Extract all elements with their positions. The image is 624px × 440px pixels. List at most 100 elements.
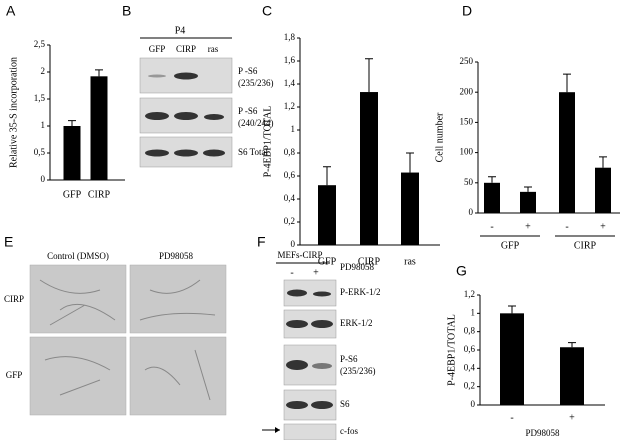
error-bar (599, 156, 607, 168)
micrograph (129, 264, 227, 334)
band (204, 114, 224, 120)
band (286, 401, 308, 409)
row-label: S6 Total (238, 147, 268, 157)
y-tick-label: 150 (460, 116, 474, 126)
x-tick-label: GFP (318, 256, 337, 267)
panel-letter: E (4, 234, 13, 250)
row-label: (235/236) (238, 78, 274, 88)
band (174, 72, 198, 80)
x-axis-label: PD98058 (525, 428, 560, 438)
treatment-label: PD98058 (340, 262, 375, 272)
panel-letter: F (257, 234, 266, 250)
x-tick-label: CIRP (358, 256, 381, 267)
blot (283, 423, 337, 440)
cell-outline (144, 349, 211, 401)
row-label: P-ERK-1/2 (340, 287, 381, 297)
row-label: ERK-1/2 (340, 318, 373, 328)
y-tick-label: 0,8 (464, 326, 476, 336)
band (174, 112, 198, 120)
band (287, 289, 307, 297)
y-tick-label: 0 (471, 399, 476, 409)
row-label: (235/236) (340, 366, 376, 376)
row-label: P -S6 (238, 66, 258, 76)
bar (360, 92, 378, 245)
error-bar (323, 166, 331, 186)
x-tick-label: + (569, 412, 575, 423)
x-tick-label: + (525, 221, 531, 232)
column-label: PD98058 (159, 251, 194, 261)
y-tick-label: 1 (41, 120, 46, 130)
band (174, 149, 198, 157)
panel-letter: G (456, 263, 467, 279)
y-tick-label: 200 (460, 86, 474, 96)
panel-letter: B (122, 3, 131, 19)
y-tick-label: 1,2 (284, 101, 295, 111)
error-bar (488, 176, 496, 183)
group-label: GFP (501, 240, 520, 251)
row-label: P-S6 (340, 354, 358, 364)
band (311, 320, 333, 328)
error-bar (508, 305, 516, 314)
band (286, 360, 308, 370)
y-tick-label: 1,6 (284, 55, 296, 65)
x-tick-label: - (510, 412, 513, 423)
blot-header: P4 (175, 25, 186, 36)
error-bar (563, 73, 571, 93)
y-tick-label: 250 (460, 56, 474, 66)
row-label: CIRP (4, 294, 24, 304)
band (148, 74, 166, 78)
y-tick-label: 0,6 (284, 170, 296, 180)
y-axis-label: Cell number (434, 112, 445, 162)
band (286, 320, 308, 328)
band (145, 112, 169, 120)
error-bar (406, 152, 414, 173)
column-label: Control (DMSO) (47, 251, 109, 261)
y-tick-label: 1,8 (284, 32, 296, 42)
y-tick-label: 0,4 (464, 362, 476, 372)
y-tick-label: 0,8 (284, 147, 296, 157)
micrograph (129, 336, 227, 416)
bar (401, 172, 419, 245)
blot-header: MEFs-CIRP (277, 250, 322, 260)
band (203, 149, 225, 157)
row-label: (240/244) (238, 118, 274, 128)
y-tick-label: 0,5 (34, 147, 46, 157)
bar (484, 182, 500, 213)
y-tick-label: 100 (460, 147, 474, 157)
micrograph (29, 264, 127, 334)
y-tick-label: 0,6 (464, 344, 476, 354)
x-tick-label: GFP (63, 189, 82, 200)
y-axis-label: Relative 35-S incorporation (8, 57, 19, 168)
x-tick-label: - (565, 221, 568, 232)
bar (595, 167, 611, 213)
error-bar (95, 69, 103, 77)
bar (90, 76, 108, 180)
y-tick-label: 1,5 (34, 93, 46, 103)
bar (560, 347, 584, 405)
band (311, 401, 333, 409)
lane-label: - (290, 267, 293, 278)
error-bar (365, 58, 373, 93)
row-label: P -S6 (238, 106, 258, 116)
panel-letter: C (262, 3, 272, 19)
y-tick-label: 1 (471, 307, 476, 317)
y-tick-label: 2,5 (34, 39, 46, 49)
arrow-head (275, 427, 280, 433)
band (313, 291, 331, 297)
lane-label: CIRP (176, 44, 196, 54)
x-tick-label: CIRP (88, 189, 111, 200)
x-tick-label: ras (404, 256, 416, 267)
error-bar (568, 342, 576, 348)
y-tick-label: 0,2 (464, 381, 475, 391)
lane-label: + (313, 267, 319, 278)
row-label: GFP (6, 370, 23, 380)
y-tick-label: 50 (464, 177, 474, 187)
y-axis-label: P-4EBP1/TOTAL (446, 314, 457, 386)
y-tick-label: 1,2 (464, 289, 475, 299)
bar (520, 191, 536, 213)
y-tick-label: 0 (41, 174, 46, 184)
y-tick-label: 2 (41, 66, 46, 76)
y-tick-label: 1,4 (284, 78, 296, 88)
cell-outline (139, 279, 216, 321)
